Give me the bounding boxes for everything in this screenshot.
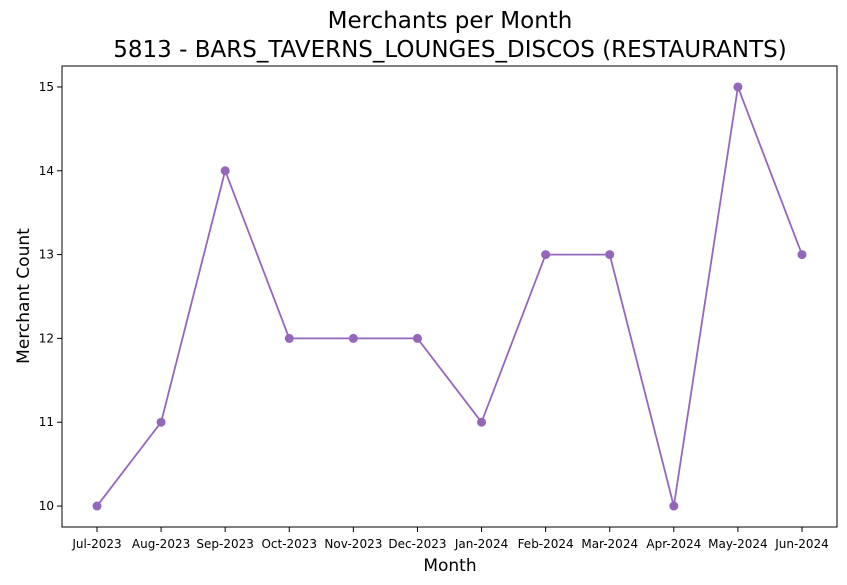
x-axis-label: Month — [423, 556, 476, 576]
x-tick-label: Jul-2023 — [71, 537, 121, 551]
x-tick-label: Sep-2023 — [196, 537, 254, 551]
x-tick-label: Jan-2024 — [454, 537, 508, 551]
x-tick-label: Apr-2024 — [646, 537, 701, 551]
y-tick-label: 14 — [39, 164, 54, 178]
data-point — [412, 333, 422, 343]
data-point — [284, 333, 294, 343]
y-tick-label: 15 — [39, 80, 54, 94]
data-point — [477, 417, 487, 427]
x-tick-label: Jun-2024 — [774, 537, 829, 551]
x-tick-label: May-2024 — [708, 537, 767, 551]
x-tick-label: Feb-2024 — [518, 537, 574, 551]
data-point — [92, 501, 102, 511]
x-tick-label: Dec-2023 — [388, 537, 446, 551]
x-tick-label: Oct-2023 — [261, 537, 317, 551]
y-tick-label: 10 — [39, 499, 54, 513]
series-line — [96, 86, 803, 507]
y-tick-label: 11 — [39, 415, 54, 429]
data-point — [156, 417, 166, 427]
plot-area: 10 11 12 13 14 15 Jul-2023 Aug-2023 Sep-2023 Oct-… — [39, 65, 838, 551]
data-point — [541, 250, 551, 260]
data-point — [220, 166, 230, 176]
data-point — [348, 333, 358, 343]
y-axis-label: Merchant Count — [14, 228, 34, 364]
data-point — [669, 501, 679, 511]
data-point — [605, 250, 615, 260]
data-point — [797, 250, 807, 260]
x-tick-label: Nov-2023 — [324, 537, 382, 551]
chart-subtitle: 5813 - BARS_TAVERNS_LOUNGES_DISCOS (REST… — [113, 37, 786, 63]
x-tick-label: Aug-2023 — [132, 537, 190, 551]
chart-title: Merchants per Month — [328, 8, 573, 34]
plot-frame — [61, 65, 838, 528]
y-tick-label: 12 — [39, 331, 54, 345]
y-tick-label: 13 — [39, 248, 54, 262]
x-tick-label: Mar-2024 — [581, 537, 638, 551]
data-point — [733, 82, 743, 92]
